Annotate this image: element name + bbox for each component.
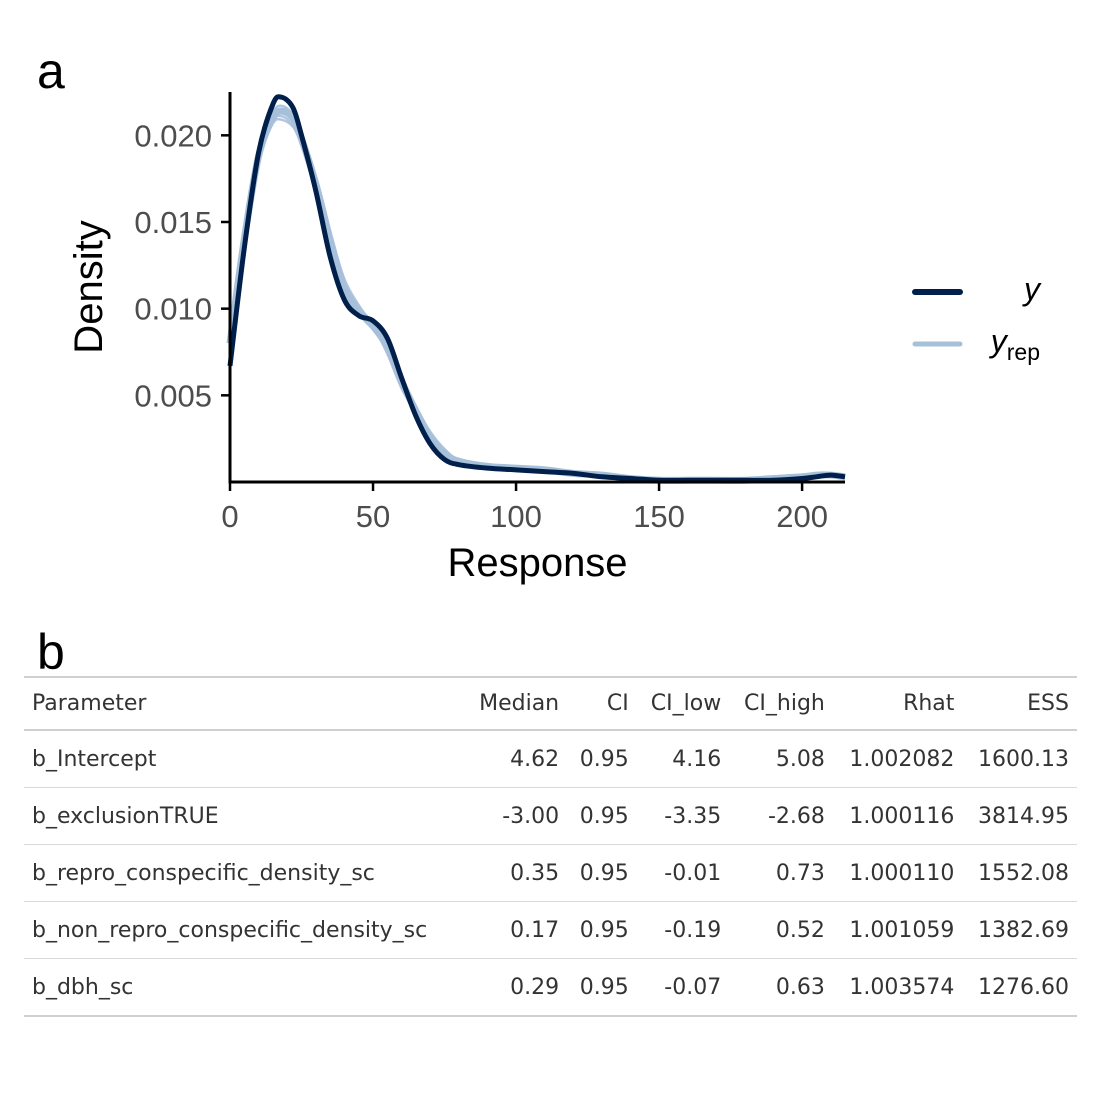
table-cell-ci-high: 5.08 (775, 746, 825, 772)
table-cell-ci: 0.95 (579, 860, 629, 886)
table-cell-ci-low: 4.16 (672, 746, 722, 772)
table-row: b_exclusionTRUE -3.00 0.95 -3.35 -2.68 1.0001… (24, 788, 1077, 845)
table-header: Parameter Median CI CI_low CI_high Rhat ESS (24, 677, 1077, 730)
x-tick-label: 50 (356, 499, 390, 534)
table-cell-ci-high: -2.68 (767, 803, 825, 829)
table-cell-ci-low: -0.07 (664, 974, 722, 1000)
table-cell-ess: 3814.95 (978, 803, 1069, 829)
column-header-ci: CI (606, 691, 629, 716)
table-cell-median: -3.00 (502, 803, 560, 829)
legend-label-y: y (1022, 271, 1042, 307)
x-tick-label: 100 (490, 499, 542, 534)
legend-label-base: y (1022, 271, 1042, 307)
table-cell-median: 0.17 (510, 917, 560, 943)
table-cell-ess: 1600.13 (978, 746, 1069, 772)
table-cell-ci-high: 0.63 (775, 974, 825, 1000)
table-row: b_dbh_sc 0.29 0.95 -0.07 0.63 1.003574 1276.60 (24, 959, 1077, 1016)
table-body: b_Intercept 4.62 0.95 4.16 5.08 1.002082 1600.… (24, 730, 1077, 1016)
table-cell-median: 0.35 (510, 860, 560, 886)
y-tick-label: 0.015 (134, 205, 212, 240)
column-header-rhat: Rhat (903, 691, 955, 716)
table-cell-ci-low: -0.01 (664, 860, 722, 886)
yrep-density-line (228, 104, 846, 482)
table-cell-median: 4.62 (510, 746, 560, 772)
table-cell-parameter: b_dbh_sc (32, 974, 134, 1000)
panel-label-a: a (37, 43, 65, 99)
table-cell-rhat: 1.001059 (849, 917, 955, 943)
panel-label-b: b (37, 624, 65, 680)
table-header-row: Parameter Median CI CI_low CI_high Rhat ESS (24, 677, 1077, 730)
column-header-ci-high: CI_high (744, 691, 825, 716)
table-cell-ci: 0.95 (579, 803, 629, 829)
table-cell-ess: 1276.60 (978, 974, 1069, 1000)
column-header-ess: ESS (1027, 691, 1069, 716)
table-row: b_non_repro_conspecific_density_sc 0.17 0.… (24, 902, 1077, 959)
y-density-line (227, 94, 846, 483)
table-cell-ci-high: 0.52 (775, 917, 825, 943)
table-cell-rhat: 1.000116 (849, 803, 955, 829)
table-cell-rhat: 1.000110 (849, 860, 955, 886)
x-axis-label: Response (447, 541, 627, 585)
table-cell-rhat: 1.003574 (849, 974, 955, 1000)
table-cell-median: 0.29 (510, 974, 560, 1000)
summary-table-panel: Parameter Median CI CI_low CI_high Rhat ESS b_… (24, 676, 1077, 1017)
figure-panel-a: 0 50 100 150 200 0.005 0.010 0.015 0.020 Response… (67, 92, 1042, 585)
table-cell-parameter: b_repro_conspecific_density_sc (32, 860, 375, 886)
table-cell-ci: 0.95 (579, 746, 629, 772)
table-cell-parameter: b_exclusionTRUE (32, 803, 219, 829)
yrep-density-line (228, 114, 846, 482)
table-cell-ci: 0.95 (579, 974, 629, 1000)
x-tick-label: 150 (633, 499, 685, 534)
table-cell-parameter: b_non_repro_conspecific_density_sc (32, 917, 428, 943)
column-header-median: Median (479, 691, 560, 716)
x-tick-label: 200 (776, 499, 828, 534)
table-cell-ess: 1552.08 (978, 860, 1069, 886)
density-chart: 0 50 100 150 200 0.005 0.010 0.015 0.020 Response… (67, 92, 1042, 585)
table-row: b_Intercept 4.62 0.95 4.16 5.08 1.002082 1600.… (24, 730, 1077, 788)
y-tick-label: 0.005 (134, 378, 212, 413)
yrep-density-line (226, 107, 846, 484)
table-cell-rhat: 1.002082 (849, 746, 955, 772)
table-cell-ci-low: -0.19 (664, 917, 722, 943)
legend-label-base: y (989, 323, 1009, 359)
legend-label-subscript: rep (1007, 339, 1040, 365)
table-cell-parameter: b_Intercept (32, 746, 157, 772)
table-cell-ci-low: -3.35 (664, 803, 722, 829)
x-tick-label: 0 (221, 499, 238, 534)
y-tick-label: 0.010 (134, 292, 212, 327)
table-cell-ci-high: 0.73 (775, 860, 825, 886)
column-header-parameter: Parameter (32, 691, 147, 716)
table-cell-ci: 0.95 (579, 917, 629, 943)
y-axis-label: Density (67, 220, 111, 353)
y-tick-label: 0.020 (134, 118, 212, 153)
summary-table: Parameter Median CI CI_low CI_high Rhat ESS b_… (24, 676, 1077, 1017)
table-cell-ess: 1382.69 (978, 917, 1069, 943)
legend-label-yrep: yrep (989, 323, 1040, 365)
table-row: b_repro_conspecific_density_sc 0.35 0.95 -0… (24, 845, 1077, 902)
column-header-ci-low: CI_low (650, 691, 722, 716)
yrep-density-line (228, 117, 846, 482)
